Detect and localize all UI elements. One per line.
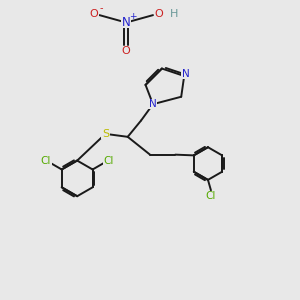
Text: H: H bbox=[169, 9, 178, 19]
Bar bbox=[39, 156, 52, 165]
Text: Cl: Cl bbox=[206, 191, 216, 201]
Text: Cl: Cl bbox=[40, 156, 51, 166]
Bar bbox=[181, 70, 190, 79]
Bar bbox=[121, 17, 131, 28]
Text: N: N bbox=[148, 99, 156, 109]
Bar bbox=[101, 129, 110, 139]
Bar bbox=[205, 192, 217, 201]
Text: -: - bbox=[100, 3, 103, 13]
Bar bbox=[122, 46, 131, 56]
Text: N: N bbox=[182, 70, 190, 80]
Text: O: O bbox=[90, 9, 98, 19]
Text: S: S bbox=[102, 129, 109, 139]
Text: Cl: Cl bbox=[104, 156, 114, 166]
Text: N: N bbox=[122, 16, 130, 29]
Text: O: O bbox=[154, 9, 163, 19]
Bar bbox=[148, 99, 157, 109]
Text: O: O bbox=[122, 46, 130, 56]
Bar bbox=[89, 9, 99, 18]
Bar bbox=[103, 156, 115, 165]
Text: +: + bbox=[129, 11, 136, 20]
Bar bbox=[154, 9, 163, 18]
